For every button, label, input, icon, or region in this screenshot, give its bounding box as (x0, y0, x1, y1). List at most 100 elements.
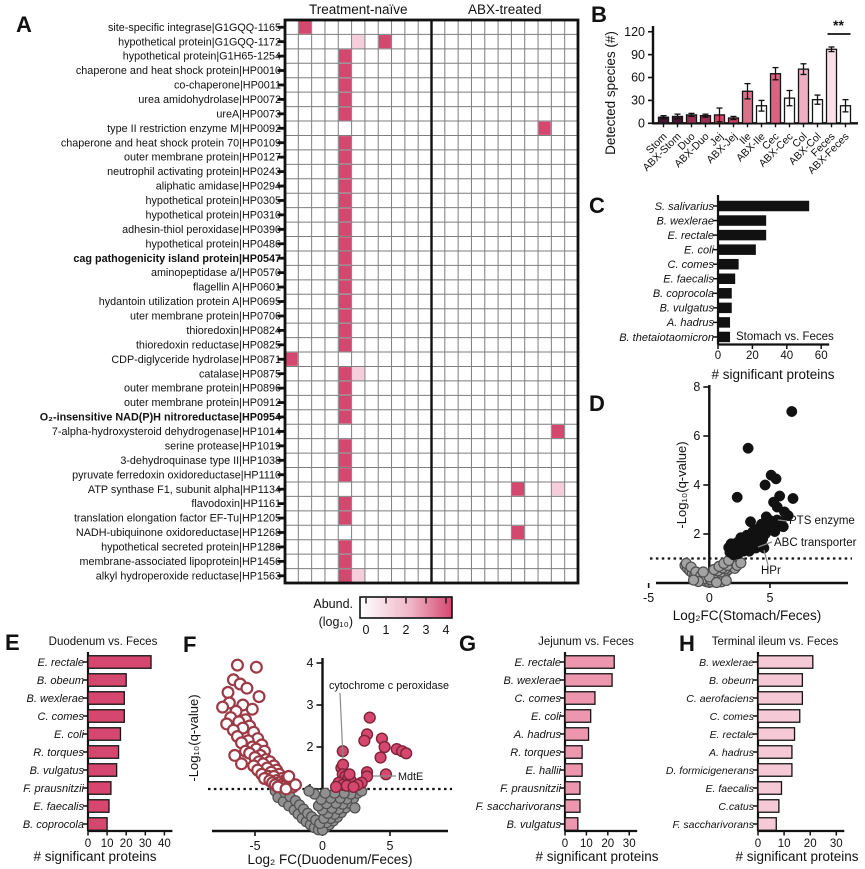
species-label: B. wexlerae (504, 675, 561, 687)
heatmap-cell (285, 352, 298, 366)
heatmap-cell (338, 496, 351, 511)
annotation-label: cytochrome c peroxidase (329, 680, 449, 692)
species-label: E. faecalis (706, 783, 755, 795)
x-tick-label: 0 (715, 350, 721, 362)
panel-letter-a: A (16, 12, 32, 37)
error-bar (688, 112, 695, 118)
heatmap-cell (338, 193, 351, 208)
row-tick (277, 430, 285, 433)
heatmap-row-label: thioredoxin|HP0824 (186, 325, 281, 337)
heatmap-cell (338, 468, 351, 482)
heatmap-row-label: 7-alpha-hydroxysteroid dehydrogenase|HP1… (52, 426, 281, 438)
heatmap-row-label: serine protease|HP1019 (165, 440, 281, 452)
species-label: A. hadrus (708, 747, 755, 759)
species-label: F. prausnitzii (500, 783, 561, 795)
x-tick-label: -5 (249, 839, 260, 853)
heatmap-cell (338, 237, 351, 251)
x-axis-label: # significant proteins (735, 849, 858, 864)
heatmap-cell (338, 92, 351, 107)
heatmap-cell (338, 410, 351, 424)
row-tick (277, 487, 285, 491)
y-axis-label: -Log₁₀(q-value) (186, 694, 201, 781)
data-point (234, 757, 248, 771)
species-label: C. aerofaciens (686, 693, 754, 705)
species-label: B. vulgatus (507, 819, 562, 831)
row-tick (277, 170, 285, 173)
legend-tick-label: 2 (403, 623, 410, 637)
panel-a-heatmap: Treatment-naïve ABX-treated site-specific … (40, 2, 580, 637)
y-tick-label: 4 (307, 656, 314, 670)
x-tick-label: 20 (804, 838, 817, 850)
heatmap-row-label: neutrophil activating protein|HP0243 (107, 166, 281, 178)
heatmap-row-label: outer membrane protein|HP0896 (124, 383, 281, 395)
bar-F. saccharivorans (564, 799, 581, 813)
bar-D. formicigenerans (757, 763, 793, 777)
heatmap-cell (378, 35, 391, 49)
heatmap-cell (338, 511, 351, 525)
x-tick-label: 5 (766, 591, 773, 605)
bar-F. saccharivorans (757, 817, 777, 831)
y-tick-label: 4 (693, 478, 700, 492)
heatmap-cell (338, 395, 351, 410)
bar-C. comes (564, 691, 596, 705)
heatmap-cell (338, 280, 351, 294)
heatmap-cell (352, 367, 365, 381)
x-axis-label: # significant proteins (33, 849, 156, 864)
species-label: D. formicigenerans (666, 765, 755, 777)
heatmap-cell (338, 439, 351, 453)
abundance-legend: Abund. (log₁₀) 0 1 2 3 4 (313, 596, 453, 637)
heatmap-row-label: hypothetical protein|HP0486 (146, 238, 281, 250)
species-label: E. coli (684, 244, 715, 256)
x-axis-label: Log₂ FC(Duodenum/Feces) (247, 852, 412, 867)
error-bar (730, 115, 737, 121)
heatmap-cell (338, 222, 351, 236)
row-tick (277, 559, 285, 563)
species-label: B. vulgatus (30, 765, 85, 777)
data-point (697, 566, 709, 578)
species-label: E. hallii (526, 765, 562, 777)
x-tick-label: 20 (601, 838, 614, 850)
x-tick-label: 20 (746, 350, 759, 362)
error-bar (786, 89, 793, 107)
bar-A. hadrus (757, 745, 793, 759)
data-point (759, 479, 771, 491)
bar-B. vulgatus (564, 817, 579, 831)
data-point (303, 785, 315, 797)
row-tick (277, 574, 285, 578)
error-bar (842, 98, 849, 113)
heatmap-row-label: CDP-diglyceride hydrolase|HP0871 (111, 354, 281, 366)
heatmap-cell (338, 569, 351, 583)
panel-f-volcano-plot: -5051234Log₂ FC(Duodenum/Feces)-Log₁₀(q-… (186, 656, 452, 867)
species-label: A. hadrus (666, 317, 715, 329)
bar-E. faecalis (757, 781, 783, 795)
y-tick-label: 90 (631, 48, 645, 62)
data-point (378, 740, 391, 754)
row-tick (277, 300, 285, 303)
data-point (720, 574, 732, 587)
panel-title: Jejunum vs. Feces (538, 636, 634, 648)
y-tick-label: 120 (624, 25, 645, 39)
heatmap-cell (338, 266, 351, 280)
bar-A. hadrus (718, 317, 731, 328)
species-label: F. prausnitzii (23, 783, 84, 795)
species-label: F. saccharivorans (672, 819, 754, 831)
heatmap-row-label: NADH-ubiquinone oxidoreductase|HP1268 (76, 527, 281, 539)
error-bar (758, 99, 765, 112)
annotation-leader (339, 692, 344, 759)
panel-d-volcano-plot: -5 0 5 2 4 6 8 Log₂FC(Stomach/Feces) -Log₁₀(q-va… (643, 380, 857, 623)
species-label: A. hadrus (513, 729, 562, 741)
row-tick (277, 83, 285, 87)
y-tick-label: 60 (631, 71, 645, 85)
heatmap-cell (338, 540, 351, 554)
bar-B. coprocola (87, 817, 108, 831)
heatmap-cell (352, 569, 365, 583)
data-point (374, 751, 387, 764)
error-bar (772, 66, 779, 81)
data-point (319, 787, 331, 799)
data-point (329, 780, 343, 794)
heatmap-cell (338, 208, 351, 222)
inset-annotation: Stomach vs. Feces (736, 331, 834, 343)
row-tick (277, 444, 285, 448)
heatmap-row-label: outer membrane protein|HP0127 (124, 152, 281, 164)
